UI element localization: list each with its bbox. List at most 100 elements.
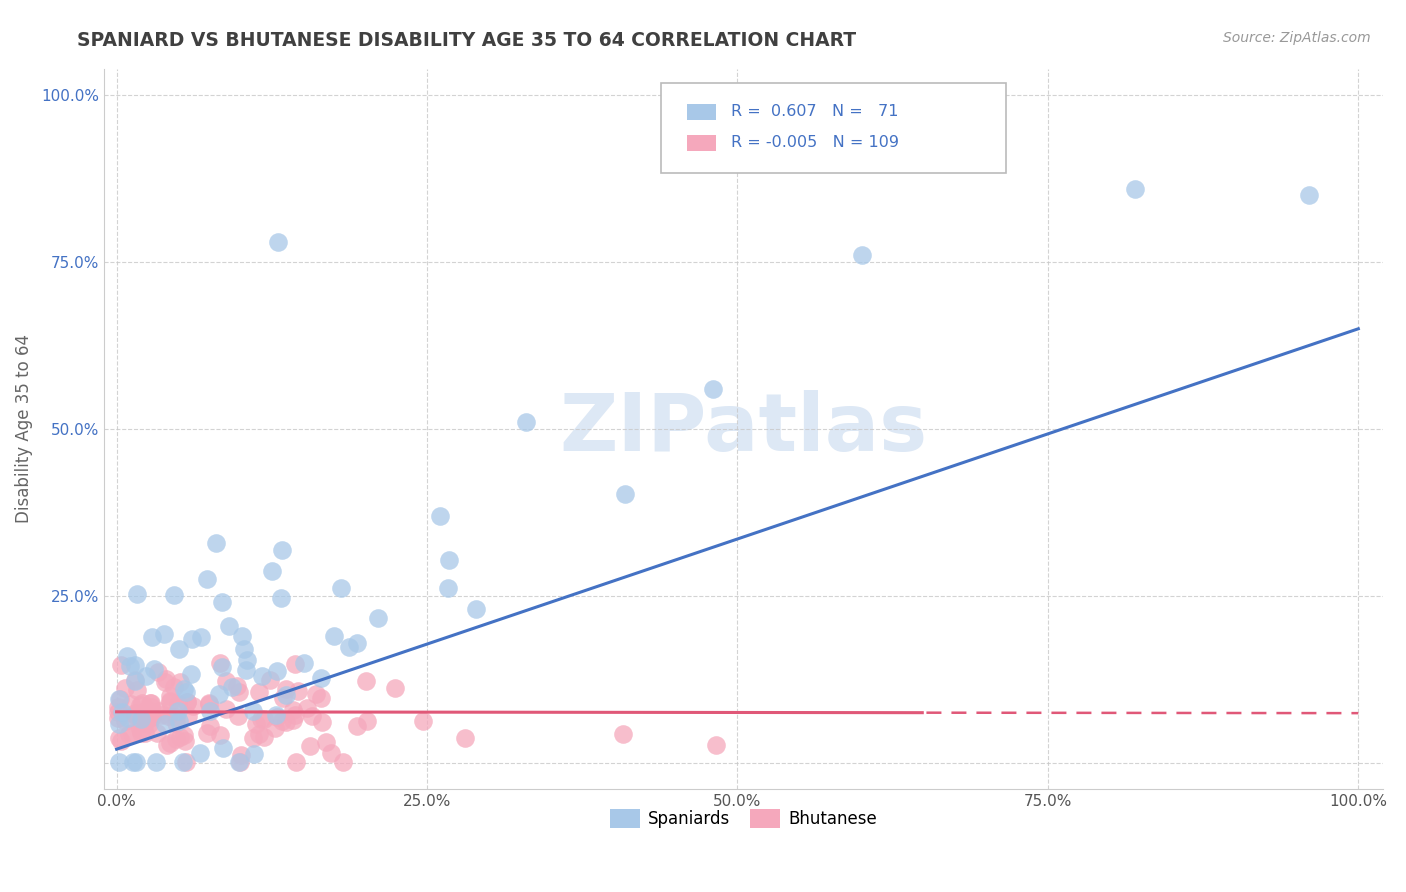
- Point: [271, 690, 294, 705]
- Point: [285, 755, 308, 769]
- Point: [114, 714, 136, 729]
- Point: [129, 722, 152, 736]
- Point: [228, 755, 250, 769]
- Point: [159, 736, 181, 750]
- Point: [156, 739, 179, 753]
- Point: [346, 719, 368, 733]
- Point: [287, 684, 309, 698]
- Point: [429, 509, 451, 524]
- Point: [125, 683, 148, 698]
- Point: [120, 698, 142, 712]
- Point: [138, 717, 160, 731]
- Point: [270, 714, 292, 728]
- Point: [704, 738, 727, 752]
- Point: [195, 572, 218, 586]
- Point: [305, 687, 328, 701]
- Point: [135, 704, 157, 718]
- Point: [228, 684, 250, 698]
- Point: [110, 734, 132, 748]
- Point: [127, 587, 149, 601]
- Point: [266, 710, 288, 724]
- Point: [169, 714, 191, 728]
- Point: [1298, 188, 1320, 202]
- Point: [346, 636, 368, 650]
- Point: [614, 487, 637, 501]
- Point: [149, 708, 172, 723]
- Point: [138, 696, 160, 710]
- Point: [266, 708, 288, 723]
- Point: [188, 746, 211, 760]
- Point: [108, 755, 131, 769]
- Point: [274, 681, 297, 696]
- Point: [354, 674, 377, 689]
- Point: [129, 712, 152, 726]
- Point: [270, 591, 292, 606]
- FancyBboxPatch shape: [661, 83, 1005, 173]
- Point: [129, 698, 152, 712]
- Point: [337, 640, 360, 654]
- Point: [321, 746, 343, 760]
- Point: [274, 688, 297, 702]
- Point: [301, 709, 323, 723]
- Point: [134, 725, 156, 739]
- Point: [229, 755, 252, 769]
- Point: [115, 649, 138, 664]
- Point: [121, 726, 143, 740]
- Point: [242, 731, 264, 745]
- Point: [117, 711, 139, 725]
- Point: [167, 642, 190, 657]
- Point: [309, 690, 332, 705]
- Point: [118, 727, 141, 741]
- Point: [260, 564, 283, 578]
- Point: [169, 675, 191, 690]
- Point: [211, 740, 233, 755]
- Point: [264, 721, 287, 735]
- Point: [124, 708, 146, 723]
- Point: [208, 656, 231, 670]
- Point: [332, 755, 354, 769]
- Point: [198, 697, 221, 711]
- Point: [141, 630, 163, 644]
- Text: R = -0.005   N = 109: R = -0.005 N = 109: [731, 136, 898, 150]
- Point: [107, 706, 129, 720]
- Point: [166, 704, 188, 718]
- Point: [165, 732, 187, 747]
- Point: [253, 713, 276, 727]
- Point: [367, 610, 389, 624]
- Point: [124, 673, 146, 688]
- Point: [173, 728, 195, 742]
- Point: [159, 694, 181, 708]
- Point: [270, 542, 292, 557]
- Point: [146, 665, 169, 679]
- Point: [146, 725, 169, 739]
- Point: [437, 581, 460, 595]
- Point: [165, 715, 187, 730]
- Point: [180, 666, 202, 681]
- Point: [226, 679, 249, 693]
- Point: [384, 681, 406, 696]
- Point: [159, 689, 181, 703]
- Point: [143, 662, 166, 676]
- Point: [218, 619, 240, 633]
- Bar: [688, 135, 716, 151]
- Point: [159, 695, 181, 709]
- Point: [121, 755, 143, 769]
- Point: [299, 739, 322, 753]
- Point: [129, 726, 152, 740]
- Point: [153, 717, 176, 731]
- Point: [252, 730, 274, 744]
- Point: [284, 657, 307, 671]
- Point: [108, 716, 131, 731]
- Point: [356, 714, 378, 728]
- Point: [148, 704, 170, 718]
- Point: [211, 660, 233, 674]
- Point: [198, 704, 221, 718]
- Point: [851, 248, 873, 262]
- Point: [181, 698, 204, 713]
- Point: [231, 629, 253, 643]
- Point: [295, 701, 318, 715]
- Point: [138, 704, 160, 718]
- Point: [167, 697, 190, 711]
- Point: [284, 708, 307, 723]
- Point: [329, 582, 352, 596]
